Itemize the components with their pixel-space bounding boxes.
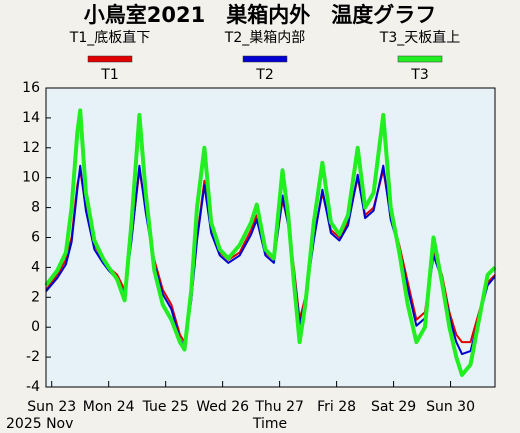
y-tick-label: 6 [31, 230, 40, 246]
legend-description: T2_巣箱内部 [224, 30, 305, 46]
x-tick-label: Sat 29 [371, 399, 416, 415]
y-tick-label: 16 [22, 80, 40, 96]
y-tick-label: 2 [31, 289, 40, 305]
x-tick-label: Tue 25 [142, 399, 189, 415]
y-tick-label: 4 [31, 259, 40, 275]
legend-label: T2 [255, 67, 273, 83]
y-tick-label: -4 [26, 379, 40, 395]
chart-title: 小鳥室2021 巣箱内外 温度グラフ [84, 3, 436, 27]
legend-swatch [397, 55, 443, 63]
plot-frame [45, 87, 496, 388]
y-tick-label: 12 [22, 140, 40, 156]
plot-area [46, 88, 495, 387]
y-tick-label: 14 [22, 110, 40, 126]
legend-description: T1_底板直下 [69, 29, 150, 46]
legend-swatch [87, 55, 133, 63]
legend-label: T1 [100, 67, 118, 83]
y-tick-label: 0 [31, 319, 40, 335]
x-tick-label: Sun 23 [27, 399, 76, 415]
x-tick-label: Wed 26 [196, 399, 249, 415]
y-tick-label: 8 [31, 200, 40, 216]
y-tick-label: 10 [22, 170, 40, 186]
x-tick-label: Sun 30 [426, 399, 475, 415]
y-tick-label: -2 [26, 349, 40, 365]
x-sublabel: 2025 Nov [6, 416, 73, 432]
x-tick-label: Fri 28 [317, 399, 356, 415]
legend-swatch [242, 55, 288, 63]
legend-label: T3 [410, 67, 428, 83]
legend-description: T3_天板直上 [379, 29, 460, 46]
series-line [44, 108, 497, 377]
x-tick-label: Thu 27 [254, 399, 304, 415]
x-tick-label: Mon 24 [83, 399, 135, 415]
x-axis-label: Time [252, 416, 287, 432]
